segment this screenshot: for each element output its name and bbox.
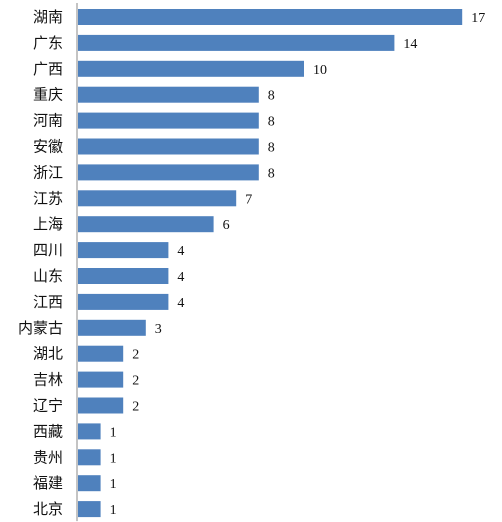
bar-19 [78, 501, 101, 518]
category-label: 山东 [33, 267, 63, 285]
category-label: 辽宁 [33, 397, 63, 415]
bar-7 [78, 190, 237, 207]
category-label: 广东 [33, 34, 63, 52]
category-label: 广西 [33, 60, 63, 78]
bar-15 [78, 397, 124, 414]
bar-6 [78, 164, 259, 181]
value-label: 1 [110, 451, 117, 466]
bar-0 [78, 9, 463, 25]
bar-10 [78, 268, 169, 284]
value-label: 1 [110, 503, 117, 518]
bar-9 [78, 242, 169, 259]
value-label: 4 [177, 296, 184, 311]
bar-4 [78, 112, 259, 129]
bar-5 [78, 138, 259, 155]
category-label: 内蒙古 [18, 319, 63, 337]
bar-16 [78, 423, 101, 440]
value-label: 4 [177, 270, 184, 285]
bar-18 [78, 475, 101, 492]
category-label: 北京 [33, 500, 63, 518]
value-label: 17 [471, 11, 485, 26]
category-label: 重庆 [33, 86, 63, 104]
value-label: 7 [245, 192, 252, 207]
value-label: 2 [132, 374, 139, 389]
value-label: 10 [313, 63, 327, 78]
category-label: 西藏 [33, 422, 63, 440]
category-label: 河南 [33, 112, 63, 130]
value-label: 8 [268, 89, 275, 104]
category-label: 吉林 [33, 371, 63, 389]
value-label: 8 [268, 141, 275, 156]
bar-2 [78, 60, 304, 77]
category-label: 福建 [33, 474, 63, 492]
bar-17 [78, 449, 101, 466]
value-label: 14 [403, 37, 417, 52]
bar-11 [78, 293, 169, 310]
bar-13 [78, 345, 124, 362]
value-label: 2 [132, 348, 139, 363]
bar-12 [78, 319, 146, 336]
category-label: 上海 [33, 215, 63, 233]
category-label: 江苏 [33, 189, 63, 207]
category-label: 贵州 [33, 448, 63, 466]
value-label: 1 [110, 425, 117, 440]
category-label: 湖南 [33, 8, 63, 26]
category-label: 浙江 [33, 163, 63, 181]
bars-group [78, 9, 463, 518]
bar-8 [78, 216, 214, 233]
value-label: 8 [268, 166, 275, 181]
value-label: 4 [177, 244, 184, 259]
value-label: 6 [223, 218, 230, 233]
bar-1 [78, 34, 395, 51]
value-label: 1 [110, 477, 117, 492]
value-label: 3 [155, 322, 162, 337]
category-label: 湖北 [33, 345, 63, 363]
bar-14 [78, 371, 124, 388]
category-label: 四川 [33, 241, 63, 259]
value-label: 8 [268, 115, 275, 130]
category-labels-group: 湖南广东广西重庆河南安徽浙江江苏上海四川山东江西内蒙古湖北吉林辽宁西藏贵州福建北… [18, 8, 63, 518]
bar-3 [78, 86, 259, 103]
category-label: 江西 [33, 293, 63, 311]
category-label: 安徽 [33, 138, 63, 156]
value-label: 2 [132, 400, 139, 415]
